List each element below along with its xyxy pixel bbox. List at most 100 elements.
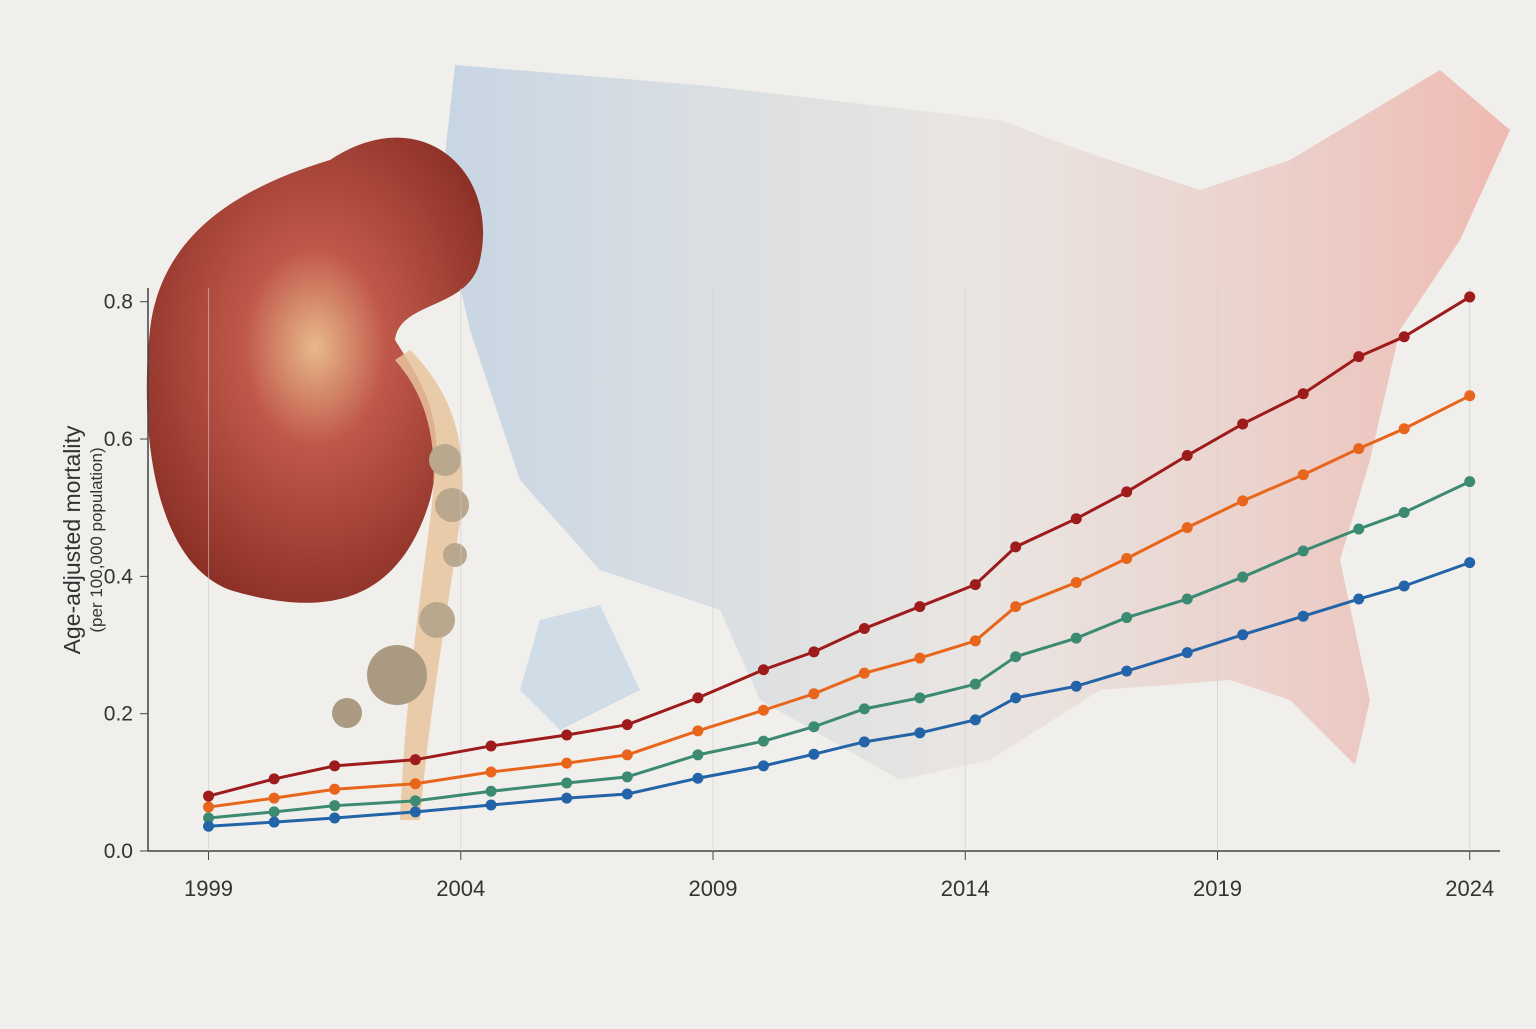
data-point: [1237, 418, 1249, 430]
data-point: [1237, 629, 1249, 641]
data-point: [561, 729, 573, 741]
y-axis-note: (per 100,000 population): [87, 447, 106, 632]
map-background: [440, 65, 1510, 780]
data-point: [914, 692, 926, 704]
data-point: [329, 760, 341, 772]
data-point: [1353, 523, 1365, 535]
data-point: [203, 790, 215, 802]
data-point: [203, 820, 215, 832]
data-point: [808, 748, 820, 760]
y-tick-label: 0.2: [104, 703, 133, 726]
data-point: [1398, 423, 1410, 435]
data-point: [914, 652, 926, 664]
data-point: [692, 725, 704, 737]
y-axis-label: Age-adjusted mortality: [59, 425, 85, 654]
data-point: [858, 736, 870, 748]
map-alaska: [520, 605, 640, 730]
data-point: [621, 749, 633, 761]
data-point: [203, 801, 215, 813]
y-tick-label: 0.6: [104, 428, 133, 451]
data-point: [485, 785, 497, 797]
data-point: [1353, 443, 1365, 455]
data-point: [268, 773, 280, 785]
series-line: [208, 480, 1471, 820]
data-point: [1398, 331, 1410, 343]
data-point: [409, 806, 421, 818]
data-point: [969, 635, 981, 647]
kidney-illustration: [146, 137, 484, 603]
data-point: [1070, 513, 1082, 525]
data-point: [969, 579, 981, 591]
data-point: [561, 792, 573, 804]
x-tick-label: 1999: [184, 876, 233, 901]
data-point: [1237, 571, 1249, 583]
data-point: [1070, 632, 1082, 644]
data-point: [1010, 692, 1022, 704]
x-tick-label: 2004: [436, 876, 485, 901]
series-line: [208, 561, 1471, 828]
data-point: [1070, 680, 1082, 692]
data-point: [858, 623, 870, 635]
data-point: [1010, 601, 1022, 613]
data-point: [1297, 388, 1309, 400]
data-point: [1398, 507, 1410, 519]
data-point: [1070, 577, 1082, 589]
data-point: [692, 772, 704, 784]
data-point: [969, 678, 981, 690]
data-point: [808, 646, 820, 658]
data-point: [621, 771, 633, 783]
stone: [419, 602, 455, 638]
stone: [435, 488, 469, 522]
data-point: [1181, 647, 1193, 659]
data-point: [268, 806, 280, 818]
data-point: [1464, 390, 1476, 402]
data-point: [561, 777, 573, 789]
data-point: [1464, 476, 1476, 488]
data-point: [757, 704, 769, 716]
y-axis-title: Age-adjusted mortality (per 100,000 popu…: [59, 425, 106, 654]
data-point: [329, 783, 341, 795]
data-point: [1121, 665, 1133, 677]
data-point: [1297, 610, 1309, 622]
data-point: [1464, 557, 1476, 569]
series-line: [208, 394, 1471, 809]
data-point: [757, 664, 769, 676]
data-point: [409, 754, 421, 766]
data-point: [1181, 522, 1193, 534]
data-point: [485, 799, 497, 811]
data-point: [1010, 541, 1022, 553]
stone: [332, 698, 362, 728]
data-point: [1121, 612, 1133, 624]
data-point: [692, 692, 704, 704]
data-point: [485, 766, 497, 778]
data-point: [914, 601, 926, 613]
x-tick-label: 2019: [1193, 876, 1242, 901]
data-point: [1121, 486, 1133, 498]
data-point: [1398, 580, 1410, 592]
data-point: [1297, 545, 1309, 557]
data-point: [808, 721, 820, 733]
data-point: [1181, 450, 1193, 462]
stone: [429, 444, 461, 476]
data-point: [561, 757, 573, 769]
data-point: [1181, 593, 1193, 605]
data-point: [268, 816, 280, 828]
y-tick-label: 0.8: [104, 291, 133, 314]
data-point: [621, 788, 633, 800]
data-point: [914, 727, 926, 739]
data-point: [1464, 291, 1476, 303]
data-point: [1121, 553, 1133, 565]
series-line: [208, 295, 1471, 798]
data-point: [858, 703, 870, 715]
data-point: [969, 714, 981, 726]
y-tick-label: 0.4: [104, 565, 134, 588]
x-tick-label: 2024: [1445, 876, 1494, 901]
data-point: [808, 688, 820, 700]
x-tick-label: 2014: [941, 876, 990, 901]
data-point: [1353, 593, 1365, 605]
data-point: [268, 792, 280, 804]
data-point: [692, 749, 704, 761]
y-tick-label: 0.0: [104, 840, 133, 863]
